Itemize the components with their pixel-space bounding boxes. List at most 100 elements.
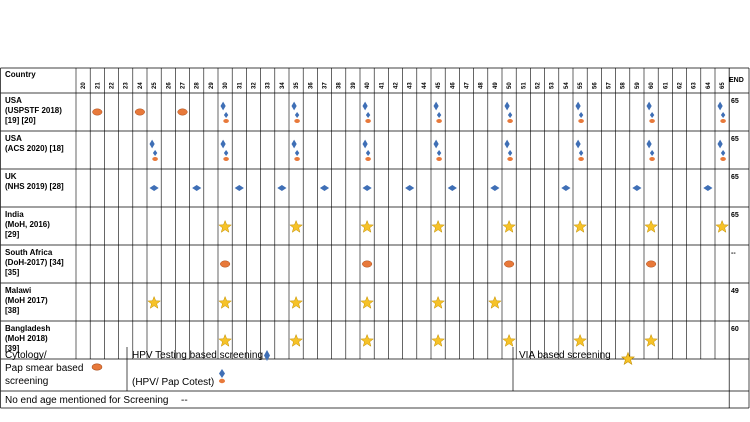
age-header-cell: 22 (110, 82, 116, 89)
yellow-star-icon (502, 333, 516, 347)
age-header-cell: 50 (507, 82, 513, 89)
age-header-cell: 32 (252, 82, 258, 89)
blue-diamond-icon (561, 185, 571, 191)
yellow-star-icon (289, 219, 303, 233)
yellow-star-icon (360, 219, 374, 233)
cotest-oval-icon (436, 157, 442, 161)
cotest-oval-icon (507, 119, 513, 123)
cotest-oval-icon (436, 119, 442, 123)
blue-diamond-icon (220, 101, 226, 111)
legend-cotest-label: (HPV/ Pap Cotest) (132, 377, 214, 388)
country-header: Country (5, 70, 36, 79)
age-header-cell: 41 (379, 82, 385, 89)
cotest-diamond-icon (649, 112, 655, 118)
yellow-star-icon (715, 219, 729, 233)
age-header-cell: 51 (521, 82, 527, 89)
age-header-cell: 64 (706, 82, 712, 89)
yellow-star-icon (360, 333, 374, 347)
blue-diamond-icon (632, 185, 642, 191)
age-header-cell: 36 (308, 82, 314, 89)
age-header-cell: 46 (450, 82, 456, 89)
age-header-cell: 59 (635, 82, 641, 89)
blue-diamond-icon (291, 101, 297, 111)
orange-oval-icon (92, 108, 103, 116)
orange-oval-icon (646, 260, 657, 268)
blue-diamond-icon (277, 185, 287, 191)
cotest-diamond-icon (152, 150, 158, 156)
age-header-cell: 33 (266, 82, 272, 89)
orange-oval-icon (91, 363, 103, 371)
legend-cytology-line-2: Pap smear based (5, 363, 83, 374)
yellow-star-icon (289, 295, 303, 309)
age-header-cell: 37 (323, 82, 329, 89)
blue-diamond-icon (504, 139, 510, 149)
age-header-cell: 28 (195, 82, 201, 89)
age-header-cell: 54 (564, 82, 570, 89)
yellow-star-icon (289, 333, 303, 347)
blue-diamond-icon (490, 185, 500, 191)
blue-diamond-icon (646, 101, 652, 111)
age-header-cell: 57 (607, 82, 613, 89)
legend: Cytology/ Pap smear based screening HPV … (5, 350, 635, 406)
legend-cytology-line-1: Cytology/ (5, 350, 47, 361)
age-header-cell: 55 (578, 82, 584, 89)
cotest-diamond-icon (365, 112, 371, 118)
cotest-diamond-icon (219, 369, 225, 378)
age-header-cell: 35 (294, 82, 300, 89)
yellow-star-icon (644, 219, 658, 233)
cotest-oval-icon (219, 378, 225, 384)
country-label-line: Malawi (5, 286, 31, 295)
age-header-cell: 42 (394, 82, 400, 89)
blue-diamond-icon (220, 139, 226, 149)
country-label-line: USA (5, 134, 22, 143)
cotest-diamond-icon (365, 150, 371, 156)
legend-no-end-symbol: -- (181, 395, 188, 406)
country-label-line: (NHS 2019) [28] (5, 182, 64, 191)
yellow-star-icon (502, 219, 516, 233)
age-header-cell: 27 (181, 82, 187, 89)
age-header-cell: 23 (124, 82, 130, 89)
cotest-diamond-icon (507, 150, 513, 156)
cotest-diamond-icon (294, 112, 300, 118)
country-label-line: [35] (5, 268, 20, 277)
cotest-oval-icon (649, 119, 655, 123)
blue-diamond-icon (362, 101, 368, 111)
cotest-oval-icon (294, 119, 300, 123)
country-label-line: (MoH, 2016) (5, 220, 50, 229)
yellow-star-icon (573, 219, 587, 233)
cotest-oval-icon (507, 157, 513, 161)
cotest-oval-icon (365, 119, 371, 123)
blue-diamond-icon (234, 185, 244, 191)
age-header-cell: 30 (223, 82, 229, 89)
country-label-line: USA (5, 96, 22, 105)
end-age-value: 65 (731, 98, 739, 105)
orange-oval-icon (220, 260, 231, 268)
yellow-star-icon (644, 333, 658, 347)
yellow-star-icon (147, 295, 161, 309)
end-age-values: 65 65 65 65 -- 49 60 (731, 98, 739, 333)
age-header-cell: 56 (592, 82, 598, 89)
blue-diamond-icon (703, 185, 713, 191)
cotest-oval-icon (720, 119, 726, 123)
age-header-cell: 47 (465, 82, 471, 89)
country-labels: USA(USPSTF 2018)[19] [20]USA(ACS 2020) [… (5, 96, 64, 353)
orange-oval-icon (504, 260, 515, 268)
blue-diamond-icon (264, 350, 270, 361)
age-header-cell: 65 (720, 82, 726, 89)
orange-oval-icon (134, 108, 145, 116)
end-age-value: 65 (731, 174, 739, 181)
blue-diamond-icon (319, 185, 330, 191)
country-label-line: [19] [20] (5, 116, 36, 125)
age-header-cell: 60 (649, 82, 655, 89)
age-header-cell: 52 (536, 82, 542, 89)
country-label-line: [38] (5, 306, 20, 315)
yellow-star-icon (218, 295, 232, 309)
cotest-oval-icon (720, 157, 726, 161)
cotest-diamond-icon (720, 112, 726, 118)
country-label-line: Bangladesh (5, 324, 50, 333)
age-header-cell: 39 (351, 82, 357, 89)
age-header-cell: 49 (493, 82, 499, 89)
cotest-oval-icon (294, 157, 300, 161)
blue-diamond-icon (362, 185, 372, 191)
blue-diamond-icon (433, 139, 439, 149)
